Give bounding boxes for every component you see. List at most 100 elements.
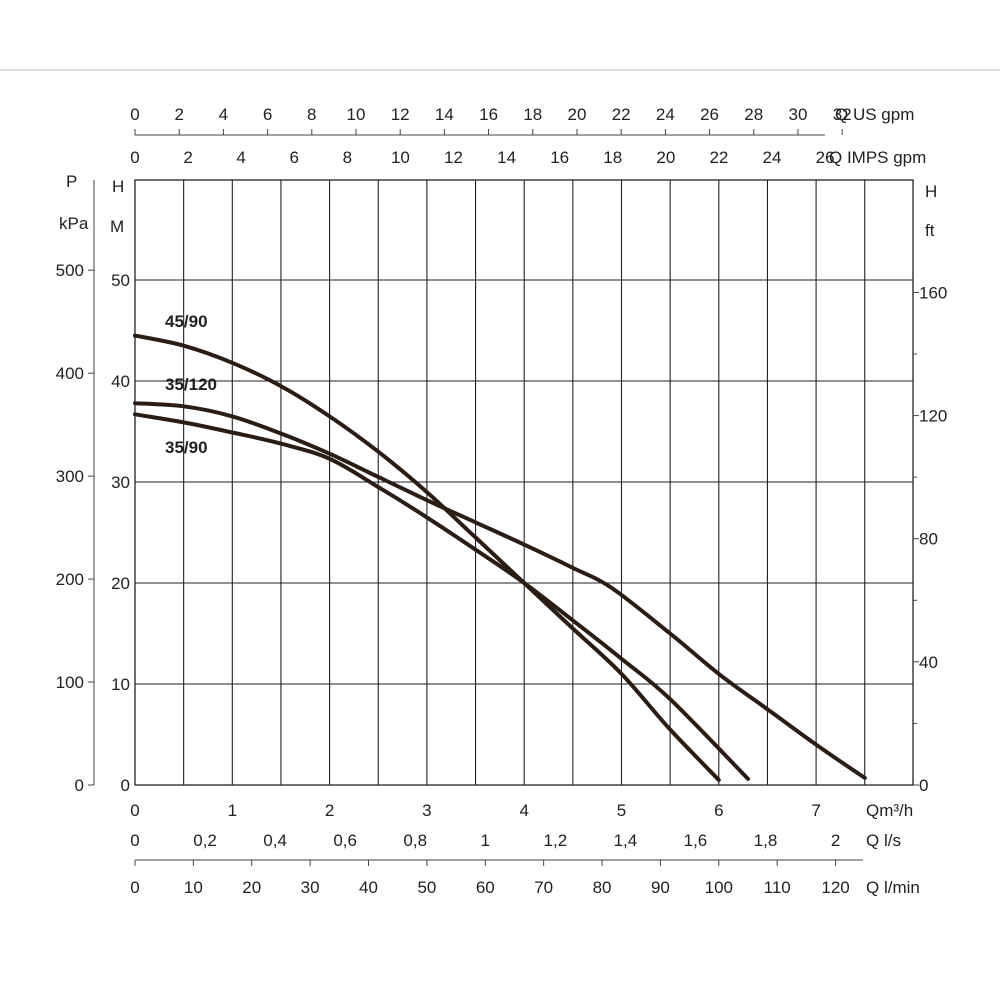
m3h-tick-label: 1 (228, 801, 237, 820)
imps-gpm-tick-label: 10 (391, 148, 410, 167)
ls-tick-label: 1,6 (684, 831, 708, 850)
lmin-tick-label: 100 (705, 878, 733, 897)
lmin-tick-label: 50 (417, 878, 436, 897)
m-tick-label: 30 (111, 473, 130, 492)
imps-gpm-tick-label: 0 (130, 148, 139, 167)
us-gpm-tick-label: 30 (788, 105, 807, 124)
kpa-tick-label: 100 (56, 673, 84, 692)
ft-tick-label: 40 (919, 653, 938, 672)
series-layer (133, 333, 867, 782)
pressure-unit: kPa (59, 214, 89, 233)
head-unit-m: M (110, 217, 124, 236)
m3h-tick-label: 7 (811, 801, 820, 820)
kpa-tick-label: 400 (56, 364, 84, 383)
grid (134, 179, 914, 786)
pressure-symbol: P (66, 172, 77, 191)
lmin-tick-label: 30 (301, 878, 320, 897)
lmin-tick-label: 0 (130, 878, 139, 897)
lmin-tick-label: 10 (184, 878, 203, 897)
ls-tick-label: 1 (481, 831, 490, 850)
ls-tick-label: 2 (831, 831, 840, 850)
head-unit-ft: ft (925, 221, 935, 240)
head-symbol-right: H (925, 182, 937, 201)
m-tick-label: 50 (111, 271, 130, 290)
kpa-tick-label: 0 (75, 776, 84, 795)
ls-tick-label: 1,8 (754, 831, 778, 850)
m-tick-label: 0 (121, 776, 130, 795)
us-gpm-tick-label: 22 (612, 105, 631, 124)
imps-gpm-tick-label: 22 (709, 148, 728, 167)
m3h-tick-label: 4 (519, 801, 528, 820)
imps-gpm-tick-label: 14 (497, 148, 516, 167)
ls-tick-label: 0,2 (193, 831, 217, 850)
ls-tick-label: 1,2 (544, 831, 568, 850)
us-gpm-tick-label: 26 (700, 105, 719, 124)
ls-tick-label: 0,8 (403, 831, 427, 850)
lmin-tick-label: 40 (359, 878, 378, 897)
axes: 0 2 4 6 8 10 12 14 16 18 20 22 24 26 28 30 320 2 4 6 8 10 12 14… (56, 105, 948, 897)
ft-tick-label: 80 (919, 530, 938, 549)
m-tick-label: 20 (111, 574, 130, 593)
us-gpm-tick-label: 6 (263, 105, 272, 124)
us-gpm-tick-label: 20 (568, 105, 587, 124)
m3h-tick-label: 2 (325, 801, 334, 820)
us-gpm-tick-label: 18 (523, 105, 542, 124)
m3h-tick-label: 0 (130, 801, 139, 820)
ls-tick-label: 0,4 (263, 831, 287, 850)
series-line-35-90 (133, 412, 750, 781)
imps-gpm-tick-label: 24 (763, 148, 782, 167)
us-gpm-unit: Q US gpm (835, 105, 914, 124)
ls-tick-label: 0,6 (333, 831, 357, 850)
ls-tick-label: 0 (130, 831, 139, 850)
ls-tick-label: 1,4 (614, 831, 638, 850)
ft-tick-label: 0 (919, 776, 928, 795)
us-gpm-tick-label: 12 (391, 105, 410, 124)
us-gpm-tick-label: 8 (307, 105, 316, 124)
kpa-tick-label: 200 (56, 570, 84, 589)
imps-gpm-tick-label: 2 (183, 148, 192, 167)
imps-gpm-tick-label: 26 (816, 148, 835, 167)
m-tick-label: 40 (111, 372, 130, 391)
us-gpm-tick-label: 24 (656, 105, 675, 124)
lmin-tick-label: 80 (593, 878, 612, 897)
imps-gpm-tick-label: 18 (603, 148, 622, 167)
imps-gpm-tick-label: 8 (343, 148, 352, 167)
us-gpm-tick-label: 16 (479, 105, 498, 124)
imps-gpm-tick-label: 16 (550, 148, 569, 167)
ft-tick-label: 160 (919, 283, 947, 302)
series-line-35-120 (133, 401, 867, 780)
us-gpm-tick-label: 28 (744, 105, 763, 124)
flow-ls-unit: Q l/s (866, 831, 901, 850)
imps-gpm-tick-label: 12 (444, 148, 463, 167)
lmin-tick-label: 110 (764, 878, 791, 897)
kpa-tick-label: 300 (56, 467, 84, 486)
flow-m3h-unit: Qm³/h (866, 801, 913, 820)
us-gpm-tick-label: 14 (435, 105, 454, 124)
lmin-tick-label: 70 (534, 878, 553, 897)
us-gpm-tick-label: 0 (130, 105, 139, 124)
imps-gpm-tick-label: 4 (236, 148, 245, 167)
us-gpm-tick-label: 32 (833, 105, 852, 124)
lmin-tick-label: 90 (651, 878, 670, 897)
us-gpm-tick-label: 2 (174, 105, 183, 124)
imps-gpm-tick-label: 6 (290, 148, 299, 167)
lmin-tick-label: 120 (821, 878, 849, 897)
m3h-tick-label: 6 (714, 801, 723, 820)
series-line-45-90 (133, 333, 721, 782)
us-gpm-tick-label: 4 (219, 105, 228, 124)
m3h-tick-label: 3 (422, 801, 431, 820)
imps-gpm-unit: Q IMPS gpm (829, 148, 926, 167)
flow-lmin-unit: Q l/min (866, 878, 920, 897)
m3h-tick-label: 5 (617, 801, 626, 820)
curve-label-45-90: 45/90 (165, 312, 208, 331)
head-symbol-left: H (112, 177, 124, 196)
us-gpm-tick-label: 10 (347, 105, 366, 124)
curve-label-35-90: 35/90 (165, 438, 208, 457)
lmin-tick-label: 60 (476, 878, 495, 897)
lmin-tick-label: 20 (242, 878, 261, 897)
kpa-tick-label: 500 (56, 261, 84, 280)
imps-gpm-tick-label: 20 (656, 148, 675, 167)
m-tick-label: 10 (111, 675, 130, 694)
curve-label-35-120: 35/120 (165, 375, 217, 394)
